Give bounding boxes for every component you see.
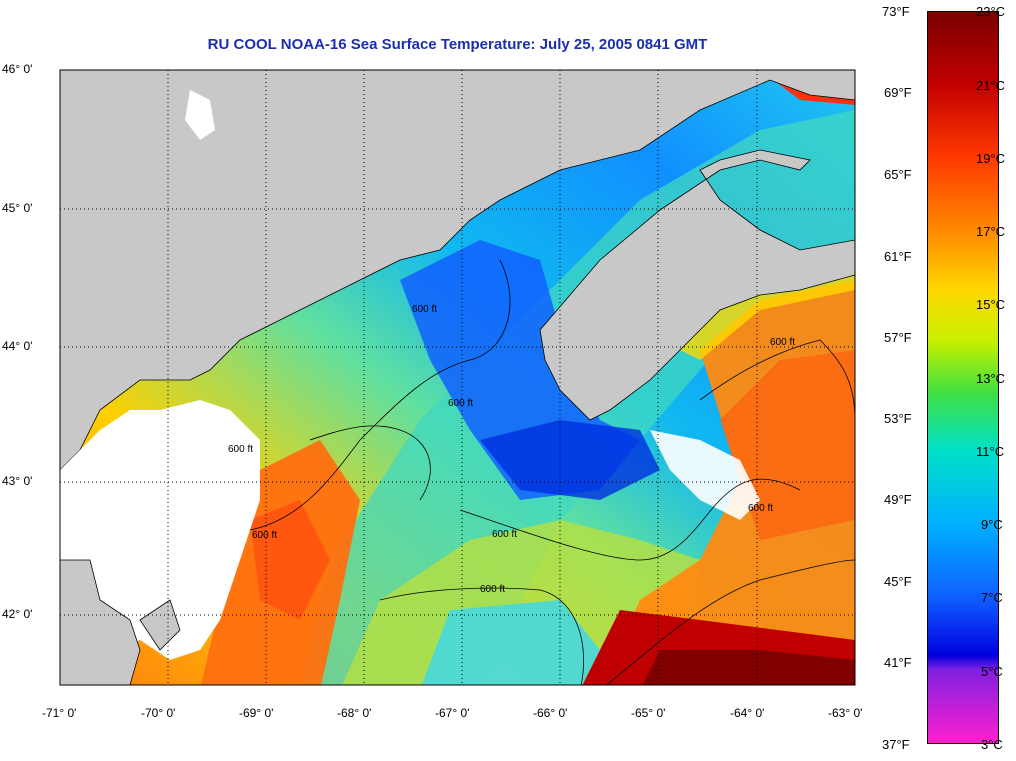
color-scale-bar (927, 11, 999, 744)
lon-label: -64° 0' (730, 706, 765, 720)
scale-label-c: 13°C (976, 371, 1006, 386)
scale-label-c: 23°C (976, 4, 1006, 19)
sea-hottest (642, 650, 855, 685)
sea-warm-west2 (250, 500, 330, 620)
depth-contours (249, 259, 855, 685)
contour-label: 600 ft (448, 398, 473, 409)
contour-label: 600 ft (492, 529, 517, 540)
contour-label: 600 ft (770, 337, 795, 348)
map-area: 600 ft 600 ft 600 ft 600 ft 600 ft 600 f… (60, 70, 855, 685)
contour-line (309, 425, 431, 501)
lon-label: -65° 0' (631, 706, 666, 720)
contour-line (249, 259, 511, 531)
cloud-east (650, 430, 760, 520)
land-cape-tip (139, 599, 181, 651)
scale-label-c: 17°C (976, 224, 1006, 239)
scale-label-f: 69°F (884, 85, 912, 100)
lon-label: -66° 0' (533, 706, 568, 720)
contour-label: 600 ft (252, 530, 277, 541)
lon-label: -63° 0' (828, 706, 863, 720)
georges-bank-cool (421, 600, 600, 685)
cloud-inland (185, 90, 215, 140)
scale-label-c: 3°C (981, 737, 1003, 752)
land-north (60, 70, 855, 471)
scale-label-f: 65°F (884, 167, 912, 182)
contour-line (699, 339, 855, 421)
scale-label-c: 15°C (976, 297, 1006, 312)
graticule (60, 70, 855, 685)
scale-label-f: 45°F (884, 574, 912, 589)
contour-label: 600 ft (748, 503, 773, 514)
land-cape-cod (60, 559, 141, 685)
scale-label-f: 57°F (884, 330, 912, 345)
contour-label: 600 ft (412, 304, 437, 315)
contour-label: 600 ft (228, 444, 253, 455)
scale-label-c: 19°C (976, 151, 1006, 166)
sea-coldest (480, 420, 660, 500)
lon-label: -68° 0' (337, 706, 372, 720)
contour-label: 600 ft (480, 584, 505, 595)
scale-label-c: 9°C (981, 517, 1003, 532)
lon-label: -67° 0' (435, 706, 470, 720)
land-nova-scotia (539, 149, 855, 421)
contour-labels: 600 ft 600 ft 600 ft 600 ft 600 ft 600 f… (228, 304, 795, 595)
contour-line (459, 478, 801, 561)
map-title: RU COOL NOAA-16 Sea Surface Temperature:… (207, 36, 708, 53)
lat-label: 46° 0' (2, 62, 33, 76)
map-frame (59, 69, 856, 686)
lon-label: -70° 0' (141, 706, 176, 720)
scale-label-c: 11°C (976, 444, 1005, 459)
lat-label: 42° 0' (2, 607, 33, 621)
scale-label-f: 37°F (882, 737, 910, 752)
scale-label-c: 5°C (981, 664, 1003, 679)
scale-label-f: 41°F (884, 655, 912, 670)
lat-label: 43° 0' (2, 474, 33, 488)
scale-label-c: 7°C (981, 590, 1003, 605)
lon-label: -71° 0' (42, 706, 77, 720)
scale-label-f: 49°F (884, 492, 912, 507)
scale-label-c: 21°C (976, 78, 1006, 93)
scale-label-f: 61°F (884, 249, 912, 264)
scale-label-f: 73°F (882, 4, 910, 19)
contour-line (605, 559, 855, 685)
contour-line (379, 587, 584, 685)
lat-label: 45° 0' (2, 201, 33, 215)
lat-label: 44° 0' (2, 339, 33, 353)
scale-label-f: 53°F (884, 411, 912, 426)
lon-label: -69° 0' (239, 706, 274, 720)
